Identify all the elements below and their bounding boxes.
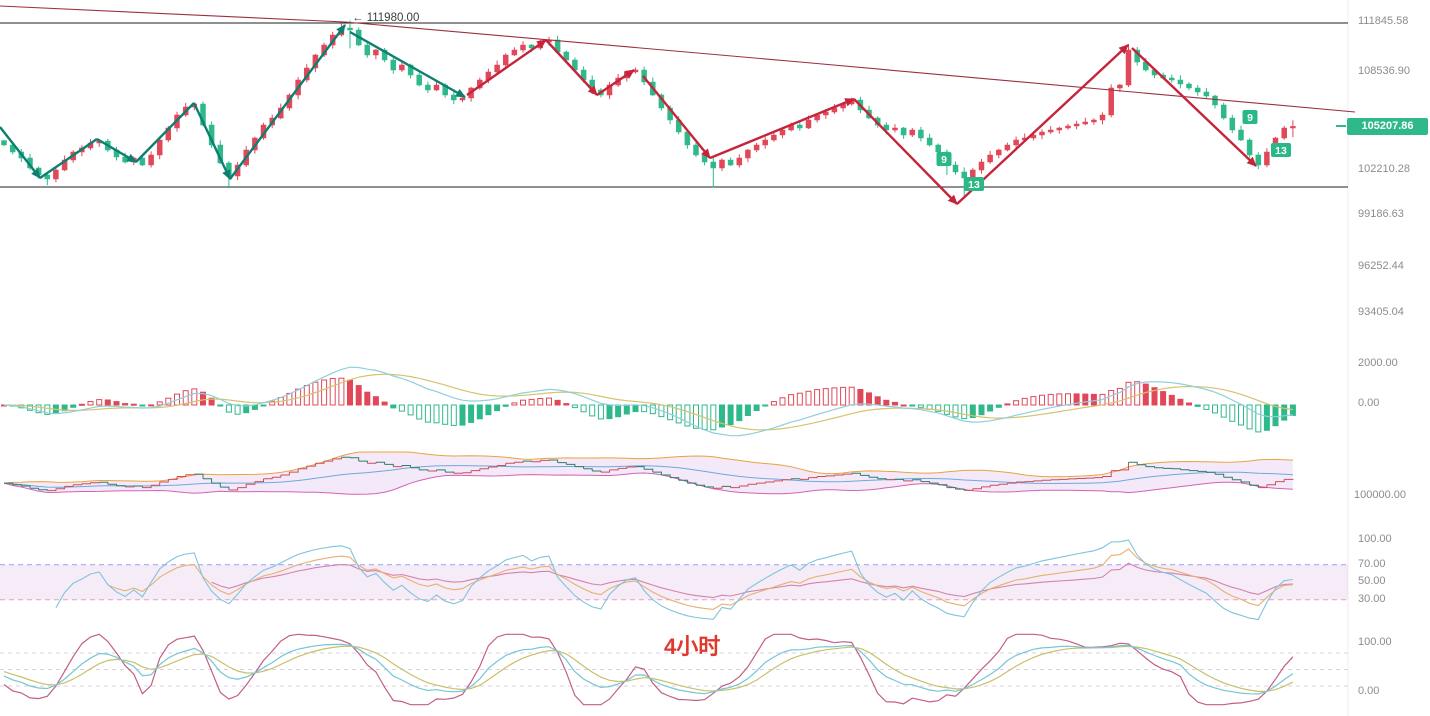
boll-axis-label: 100000.00 — [1354, 489, 1406, 501]
kdj-axis-label: 0.00 — [1358, 685, 1380, 697]
macd-axis-label: 2000.00 — [1358, 357, 1398, 369]
y-axis-label: 96252.44 — [1358, 260, 1404, 272]
y-axis-label: 99186.63 — [1358, 208, 1404, 220]
rsi-axis-label: 30.00 — [1358, 593, 1386, 605]
kdj-axis-label: 100.00 — [1358, 636, 1392, 648]
td-sequential-badge: 13 — [964, 177, 984, 191]
y-axis-label: 93405.04 — [1358, 306, 1404, 318]
rsi-axis-label: 100.00 — [1358, 533, 1392, 545]
td-sequential-badge: 9 — [1242, 110, 1258, 124]
timeframe-label: 4小时 — [664, 634, 721, 659]
swing-high-annotation: ← 111980.00 — [352, 12, 420, 24]
last-price-dash — [1336, 125, 1346, 127]
rsi-axis-label: 50.00 — [1358, 575, 1386, 587]
y-axis-label: 111845.58 — [1358, 15, 1409, 27]
svg-text:9: 9 — [1247, 112, 1253, 124]
last-price-tag[interactable]: 105207.86 — [1347, 118, 1428, 135]
svg-text:13: 13 — [1275, 145, 1287, 157]
y-axis-label: 102210.28 — [1358, 163, 1410, 175]
svg-text:13: 13 — [968, 179, 980, 191]
svg-text:9: 9 — [941, 154, 947, 166]
macd-axis-label: 0.00 — [1358, 397, 1380, 409]
td-sequential-badge: 13 — [1271, 143, 1291, 157]
rsi-axis-label: 70.00 — [1358, 558, 1386, 570]
td-sequential-badge: 9 — [936, 152, 952, 166]
y-axis-label: 108536.90 — [1358, 65, 1410, 77]
